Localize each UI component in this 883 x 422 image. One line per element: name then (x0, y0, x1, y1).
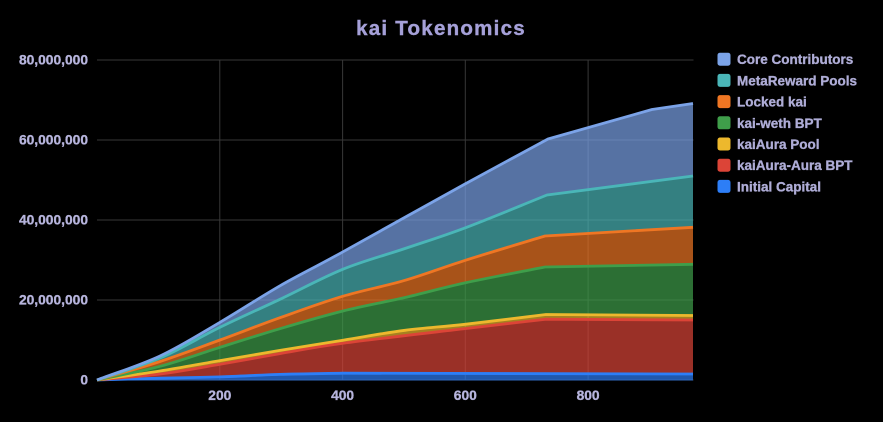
svg-text:kai Tokenomics: kai Tokenomics (356, 17, 526, 40)
svg-text:20,000,000: 20,000,000 (19, 293, 88, 308)
svg-text:400: 400 (331, 388, 354, 403)
svg-text:MetaReward Pools: MetaReward Pools (737, 73, 857, 88)
svg-text:Locked kai: Locked kai (737, 95, 807, 110)
svg-text:80,000,000: 80,000,000 (19, 53, 88, 68)
svg-text:800: 800 (577, 388, 600, 403)
svg-text:40,000,000: 40,000,000 (19, 213, 88, 228)
svg-text:kaiAura Pool: kaiAura Pool (737, 137, 820, 152)
svg-text:600: 600 (454, 388, 477, 403)
svg-text:Initial Capital: Initial Capital (737, 179, 821, 194)
svg-text:200: 200 (208, 388, 231, 403)
svg-text:Core Contributors: Core Contributors (737, 52, 853, 67)
svg-text:kaiAura-Aura BPT: kaiAura-Aura BPT (737, 158, 853, 173)
svg-text:60,000,000: 60,000,000 (19, 133, 88, 148)
svg-text:kai-weth BPT: kai-weth BPT (737, 116, 823, 131)
svg-text:0: 0 (80, 373, 88, 388)
